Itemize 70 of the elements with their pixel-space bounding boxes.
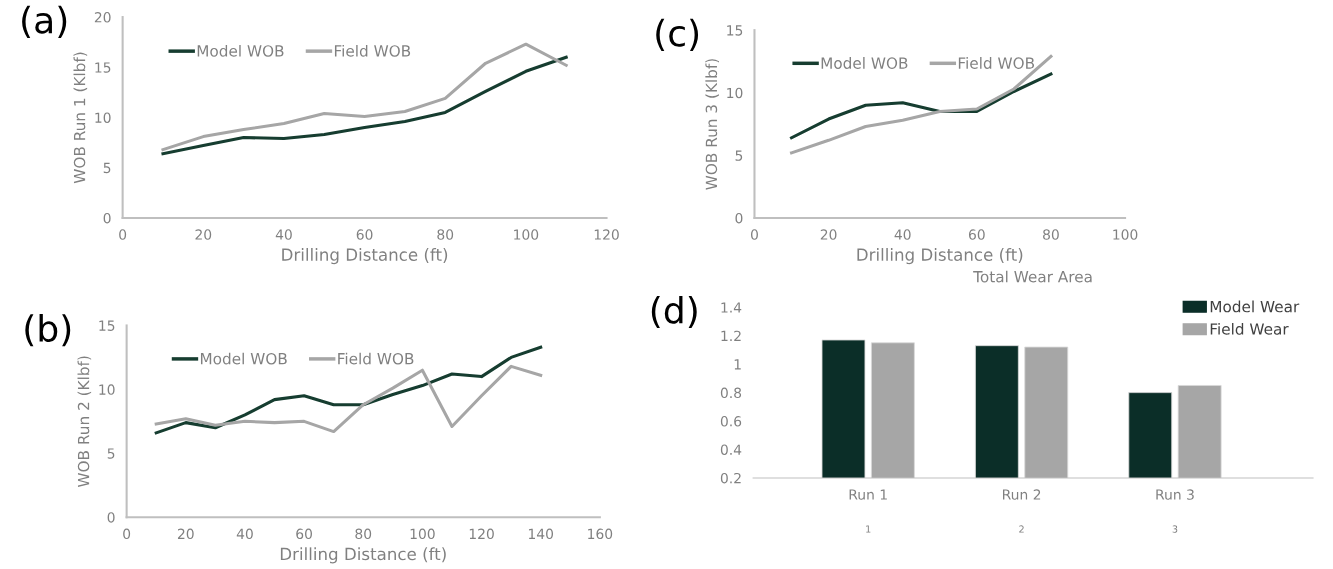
y-axis-title: WOB Run 3 (Klbf) [705, 59, 719, 190]
line-series [154, 345, 543, 435]
y-tick-label: 1.2 [721, 330, 741, 341]
text: 3 [1172, 525, 1178, 533]
y-tick-label: 0.2 [720, 472, 741, 484]
legend-label: Field Wear [1210, 322, 1289, 335]
x-tick-label: 100 [410, 528, 435, 540]
y-tick-label: 15 [99, 320, 115, 331]
x-tick-label: 60 [356, 229, 373, 240]
x-tick-label: 100 [514, 229, 539, 240]
y-tick-label: 1 [734, 359, 741, 370]
legend-label: Model WOB [200, 352, 287, 365]
x-tick-label: 40 [236, 528, 253, 540]
x-tick-label: Run 3 [1156, 489, 1194, 500]
y-tick-label: 0.4 [720, 444, 742, 455]
y-tick-label: 20 [94, 12, 111, 23]
legend-label: Model WOB [821, 57, 908, 69]
y-tick-label: 0.6 [720, 416, 742, 427]
y-tick-label: 10 [95, 112, 111, 123]
x-tick-label: 40 [275, 229, 292, 240]
y-tick-label: 0 [735, 212, 743, 224]
x-tick-label: 0 [123, 528, 131, 540]
x-tick-label: 60 [968, 229, 985, 240]
x-tick-label: 60 [296, 528, 312, 540]
x-tick-label: 140 [528, 528, 554, 540]
x-tick-label: 80 [355, 528, 372, 540]
x-axis-title: Drilling Distance (ft) [857, 248, 1023, 265]
x-tick-label: Run 2 [1002, 489, 1041, 500]
y-tick-label: 1.4 [721, 302, 742, 313]
x-axis-title: Drilling Distance (ft) [282, 248, 448, 265]
chart-title: Total Wear Area [973, 270, 1092, 283]
x-tick-label: 120 [469, 528, 494, 540]
y-tick-label: 5 [107, 448, 115, 459]
x-tick-label: 40 [894, 229, 911, 240]
x-tick-label: Run 1 [849, 489, 887, 500]
legend-label: Field WOB [334, 44, 411, 57]
x-tick-label: 0 [750, 229, 758, 240]
line-series [790, 54, 1053, 155]
text: (d) [651, 295, 697, 329]
y-axis-title: WOB Run 2 (Klbf) [77, 356, 92, 488]
x-tick-label: 20 [177, 528, 194, 540]
text: (a) [22, 5, 67, 38]
y-tick-label: 10 [99, 384, 115, 395]
y-tick-label: 10 [727, 87, 743, 99]
x-tick-label: 80 [1043, 229, 1059, 240]
x-tick-label: 160 [588, 528, 613, 540]
x-tick-label: 20 [820, 229, 837, 240]
y-axis-title: WOB Run 1 (Klbf) [73, 52, 88, 184]
y-tick-label: 0.8 [720, 387, 742, 399]
x-tick-label: 80 [437, 229, 454, 240]
legend-label: Field WOB [958, 57, 1035, 69]
text: 2 [1019, 525, 1024, 533]
legend-label: Model WOB [197, 44, 284, 57]
text: (b) [25, 314, 71, 347]
legend-label: Model Wear [1210, 300, 1300, 313]
x-tick-label: 20 [195, 229, 212, 240]
line-series [154, 364, 543, 434]
x-axis-title: Drilling Distance (ft) [280, 547, 446, 564]
x-tick-label: 0 [119, 229, 127, 240]
y-tick-label: 5 [103, 162, 111, 174]
x-tick-label: 120 [594, 229, 619, 240]
text: (c) [656, 18, 699, 51]
y-tick-label: 5 [735, 150, 743, 161]
x-tick-label: 100 [1113, 229, 1138, 240]
y-tick-label: 15 [95, 62, 111, 73]
y-tick-label: 15 [727, 25, 743, 36]
y-tick-label: 0 [103, 212, 111, 224]
legend-label: Field WOB [338, 352, 414, 365]
y-tick-label: 0 [107, 512, 115, 523]
text: 1 [866, 525, 871, 533]
